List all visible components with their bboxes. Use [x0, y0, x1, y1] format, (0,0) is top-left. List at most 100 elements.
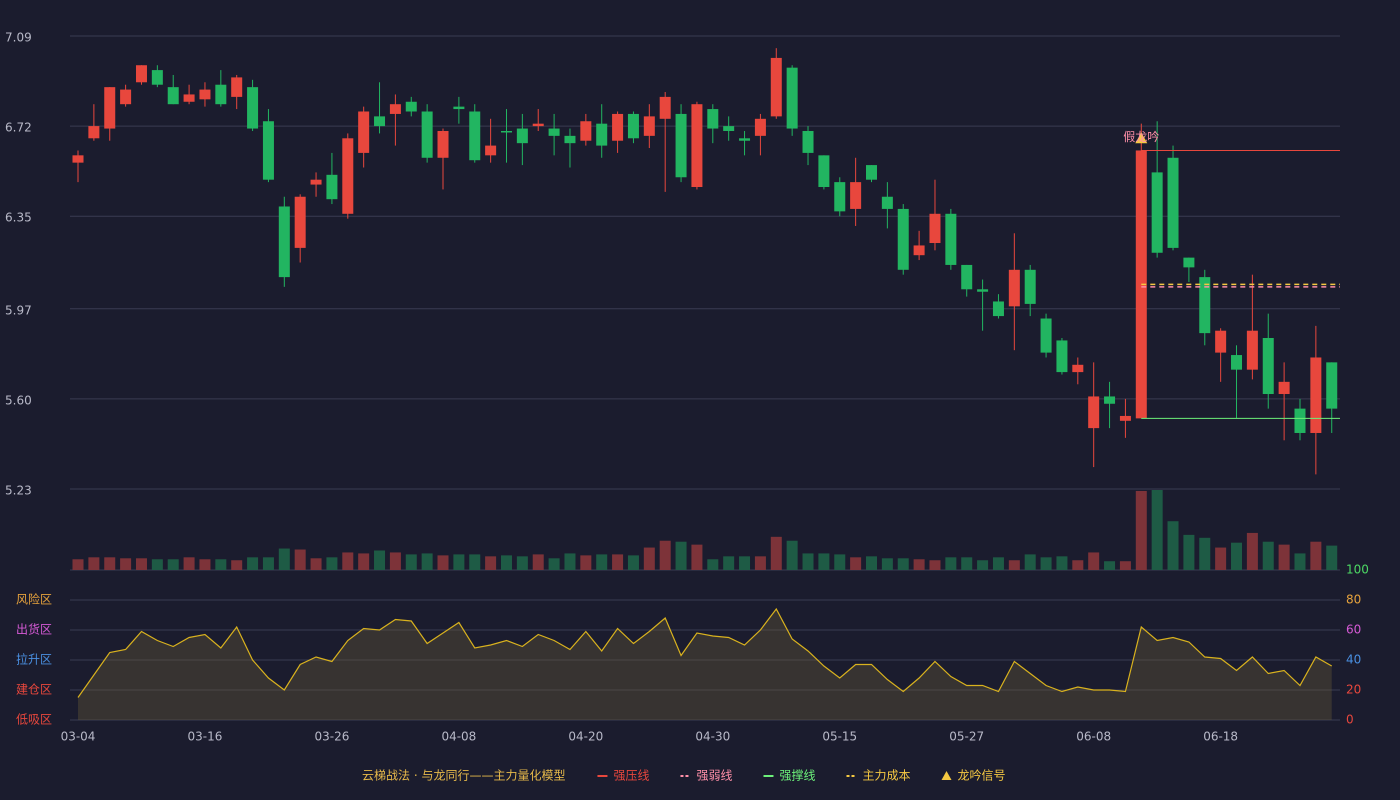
volume-bar: [215, 559, 227, 570]
candle-body: [278, 206, 290, 278]
volume-bar: [374, 550, 386, 570]
candle-body: [88, 126, 100, 139]
volume-bar: [262, 557, 274, 570]
candle-body: [389, 104, 401, 114]
candle-body: [532, 123, 544, 127]
volume-bar: [310, 558, 322, 570]
volume-bar: [1199, 537, 1211, 570]
volume-bar: [88, 557, 100, 570]
zone-label: 风险区: [16, 592, 52, 607]
candle-body: [453, 106, 465, 110]
candle-body: [881, 196, 893, 209]
volume-bar: [1056, 556, 1068, 570]
legend-label: 龙吟信号: [958, 768, 1006, 783]
volume-bar: [548, 558, 560, 570]
volume-bar: [723, 556, 735, 570]
volume-bar: [992, 557, 1004, 570]
zone-label: 拉升区: [16, 652, 52, 667]
volume-bar: [580, 555, 592, 570]
candle-body: [643, 116, 655, 136]
volume-bar: [231, 560, 243, 570]
volume-bar: [167, 559, 179, 570]
candle-body: [231, 77, 243, 97]
volume-bar: [469, 554, 481, 570]
volume-bar: [1231, 542, 1243, 570]
candle-body: [1167, 157, 1179, 248]
candle-body: [770, 57, 782, 117]
candle-body: [374, 116, 386, 127]
candle-body: [1326, 362, 1338, 409]
indicator-area: [78, 609, 1332, 720]
volume-bar: [1262, 541, 1274, 570]
candle-body: [818, 155, 830, 187]
candle-body: [707, 109, 719, 129]
candle-body: [834, 182, 846, 212]
candle-body: [1262, 338, 1274, 395]
candle-body: [135, 65, 147, 83]
candle-body: [1246, 330, 1258, 370]
candle-body: [1278, 381, 1290, 395]
volume-bar: [913, 559, 925, 570]
candle-body: [1310, 357, 1322, 433]
candle-body: [500, 130, 512, 133]
zone-label: 建仓区: [16, 683, 52, 697]
candle-body: [485, 145, 497, 156]
candle-body: [1183, 257, 1195, 268]
volume-bar: [802, 553, 814, 570]
x-tick-label: 03-26: [314, 730, 349, 744]
candle-body: [1294, 408, 1306, 433]
candle-body: [548, 128, 560, 136]
candle-body: [802, 130, 814, 153]
candle-body: [564, 135, 576, 144]
volume-bar: [1278, 544, 1290, 570]
y-tick-label: 5.23: [5, 484, 32, 498]
candle-body: [675, 113, 687, 178]
volume-bar: [1024, 554, 1036, 570]
candle-body: [405, 101, 417, 112]
signal-label: 假龙吟: [1123, 129, 1159, 144]
volume-bar: [739, 556, 751, 570]
candle-body: [1072, 364, 1084, 373]
candle-body: [262, 121, 274, 180]
volume-bar: [564, 553, 576, 570]
candle-body: [1199, 277, 1211, 334]
candle-body: [469, 111, 481, 161]
volume-bar: [786, 540, 798, 570]
candle-body: [199, 89, 211, 100]
legend-label: 强撑线: [779, 768, 815, 783]
zone-label: 低吸区: [16, 713, 52, 727]
candle-body: [945, 213, 957, 265]
volume-bar: [1326, 545, 1338, 570]
candle-body: [1088, 396, 1100, 429]
y-tick-label: 5.60: [5, 393, 32, 407]
y-tick-label: 80: [1346, 593, 1361, 607]
x-tick-label: 04-08: [441, 730, 476, 744]
y-tick-label: 5.97: [5, 303, 32, 317]
volume-bar: [151, 559, 163, 570]
candle-body: [850, 182, 862, 209]
legend-label: 主力成本: [863, 769, 911, 783]
legend-label: 强弱线: [696, 769, 732, 783]
volume-bar: [1135, 490, 1147, 570]
candle-body: [612, 113, 624, 141]
candle-body: [1151, 172, 1163, 253]
zone-label: 出货区: [16, 622, 52, 637]
candle-body: [310, 179, 322, 185]
y-tick-label: 6.72: [5, 121, 32, 135]
volume-bar: [72, 559, 84, 570]
candle-body: [1231, 355, 1243, 370]
volume-bar: [1310, 541, 1322, 570]
x-tick-label: 03-04: [61, 730, 96, 744]
candle-body: [516, 128, 528, 144]
candle-body: [1024, 269, 1036, 304]
volume-bar: [278, 548, 290, 570]
y-tick-label: 6.35: [5, 211, 32, 225]
candle-body: [977, 289, 989, 292]
candle-body: [104, 87, 116, 129]
candle-body: [992, 301, 1004, 317]
volume-bar: [437, 555, 449, 570]
signal-marker: [1135, 132, 1148, 144]
volume-bar: [1215, 547, 1227, 570]
volume-bar: [881, 558, 893, 570]
